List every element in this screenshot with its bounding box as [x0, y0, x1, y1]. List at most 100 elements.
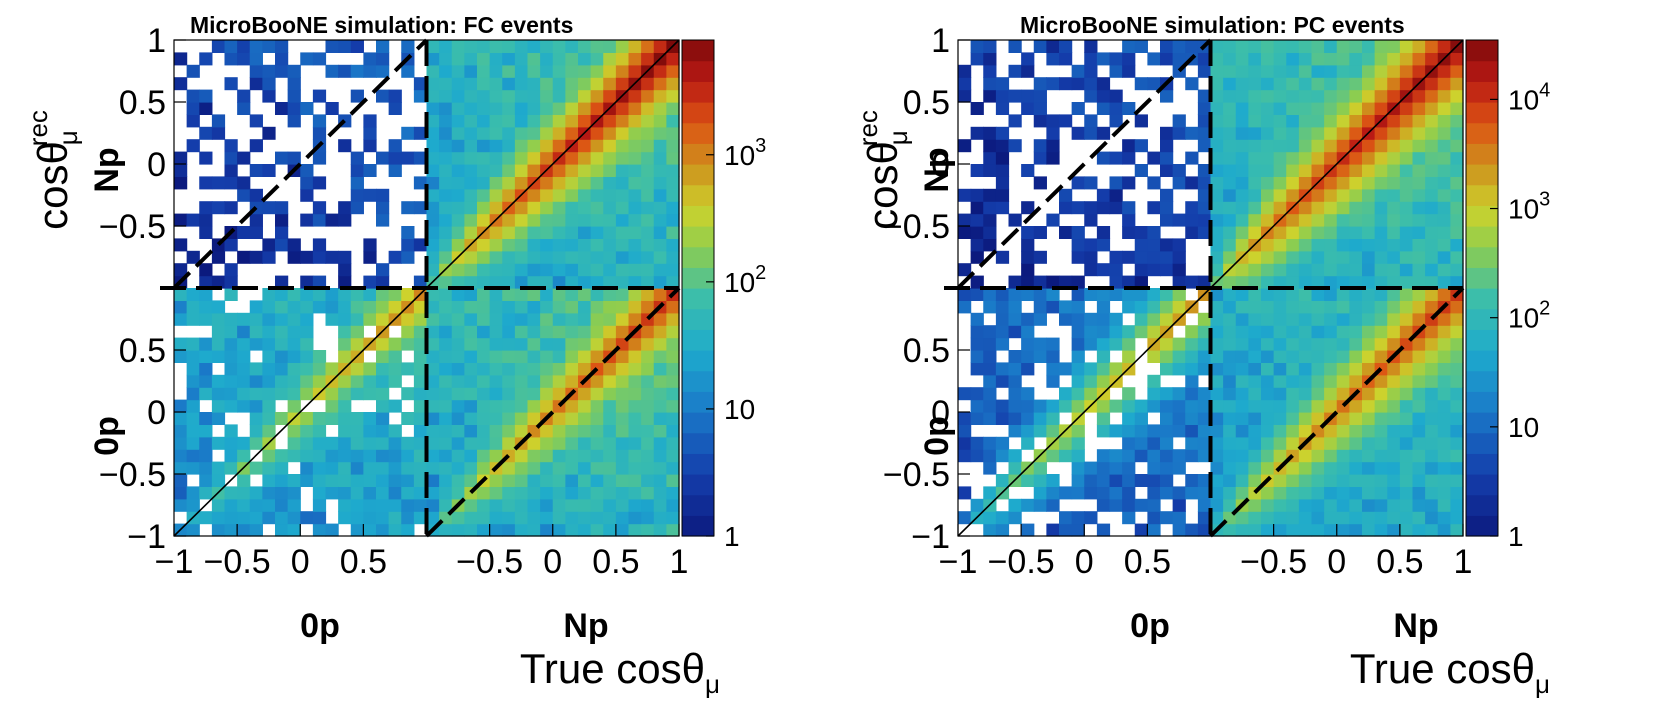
heatmap-bin [1197, 449, 1212, 463]
heatmap-bin [401, 312, 415, 326]
heatmap-bin [970, 126, 984, 140]
heatmap-bin [439, 436, 453, 450]
heatmap-bin [1425, 275, 1439, 289]
heatmap-bin [1172, 250, 1186, 264]
heatmap-bin [388, 288, 402, 301]
heatmap-bin [1261, 102, 1275, 115]
heatmap-bin [578, 350, 592, 363]
heatmap-bin [540, 436, 554, 450]
heatmap-bin [1160, 436, 1174, 450]
heatmap-bin [237, 498, 251, 512]
heatmap-bin [1450, 201, 1464, 215]
heatmap-bin [199, 52, 213, 66]
heatmap-bin [1286, 474, 1300, 487]
heatmap-bin [578, 449, 592, 463]
heatmap-bin [590, 89, 604, 103]
heatmap-bin [578, 176, 592, 190]
heatmap-bin [1109, 362, 1123, 376]
heatmap-bin [628, 523, 642, 537]
heatmap-bin [1084, 40, 1098, 53]
heatmap-bin [237, 188, 251, 202]
heatmap-bin [376, 387, 390, 401]
heatmap-bin [199, 176, 213, 190]
heatmap-bin [464, 164, 478, 177]
heatmap-bin [1059, 300, 1073, 314]
heatmap-bin [401, 288, 415, 301]
heatmap-bin [1374, 139, 1388, 153]
heatmap-bin [1261, 114, 1275, 128]
heatmap-bin [1096, 424, 1111, 438]
heatmap-bin [552, 362, 566, 376]
heatmap-bin [275, 449, 289, 463]
heatmap-bin [464, 424, 478, 438]
heatmap-bin [1286, 498, 1300, 512]
heatmap-bin [1147, 201, 1161, 215]
heatmap-bin [1286, 387, 1300, 401]
heatmap-bin [1450, 263, 1464, 277]
heatmap-bin [603, 151, 617, 165]
heatmap-bin [287, 511, 301, 525]
heatmap-bin [312, 362, 327, 376]
heatmap-bin [1172, 176, 1186, 190]
heatmap-bin [1071, 176, 1085, 190]
heatmap-bin [1311, 52, 1325, 66]
heatmap-bin [1399, 188, 1414, 202]
heatmap-bin [502, 250, 516, 264]
heatmap-bin [464, 250, 478, 264]
heatmap-bin [1084, 474, 1098, 487]
heatmap-bin [615, 374, 630, 388]
heatmap-bin [615, 263, 630, 277]
heatmap-bin [1008, 498, 1022, 512]
heatmap-bin [224, 486, 238, 500]
heatmap-bin [1336, 498, 1350, 512]
heatmap-bin [578, 64, 592, 78]
heatmap-bin [578, 52, 592, 66]
colorbar-segment [682, 515, 714, 537]
heatmap-bin [1349, 250, 1363, 264]
heatmap-bin [237, 226, 251, 239]
heatmap-bin [224, 201, 238, 215]
heatmap-bin [527, 64, 541, 78]
heatmap-bin [1084, 374, 1098, 388]
heatmap-bin [1324, 250, 1338, 264]
heatmap-bin [186, 412, 200, 425]
heatmap-bin [1008, 399, 1022, 413]
heatmap-bin [983, 238, 997, 252]
heatmap-bin [1210, 151, 1224, 165]
heatmap-bin [615, 474, 630, 487]
heatmap-bin [1046, 126, 1060, 140]
heatmap-bin [1122, 226, 1136, 239]
heatmap-bin [653, 288, 667, 301]
heatmap-bin [325, 288, 339, 301]
heatmap-bin [565, 201, 579, 215]
heatmap-bin [401, 337, 415, 351]
heatmap-bin [1425, 387, 1439, 401]
heatmap-bin [590, 523, 604, 537]
heatmap-bin [983, 486, 997, 500]
heatmap-bin [464, 114, 478, 128]
heatmap-bin [1084, 312, 1098, 326]
heatmap-bin [527, 164, 541, 177]
heatmap-bin [641, 40, 655, 53]
heatmap-bin [439, 399, 453, 413]
heatmap-bin [958, 424, 972, 438]
heatmap-bin [1109, 449, 1123, 463]
heatmap-bin [1387, 114, 1401, 128]
colorbar-segment [1466, 453, 1498, 475]
heatmap-bin [1437, 412, 1451, 425]
heatmap-bin [514, 486, 529, 500]
heatmap-bin [1235, 436, 1249, 450]
heatmap-bin [1134, 300, 1148, 314]
colorbar-segment [1466, 350, 1498, 372]
heatmap-bin [1387, 461, 1401, 475]
heatmap-bin [540, 201, 554, 215]
heatmap-bin [1197, 350, 1212, 363]
heatmap-bin [1021, 436, 1035, 450]
heatmap-bin [1021, 399, 1035, 413]
heatmap-bin [174, 164, 188, 177]
heatmap-bin [1109, 337, 1123, 351]
heatmap-bin [615, 300, 630, 314]
heatmap-bin [1349, 89, 1363, 103]
heatmap-bin [1134, 139, 1148, 153]
heatmap-bin [502, 52, 516, 66]
